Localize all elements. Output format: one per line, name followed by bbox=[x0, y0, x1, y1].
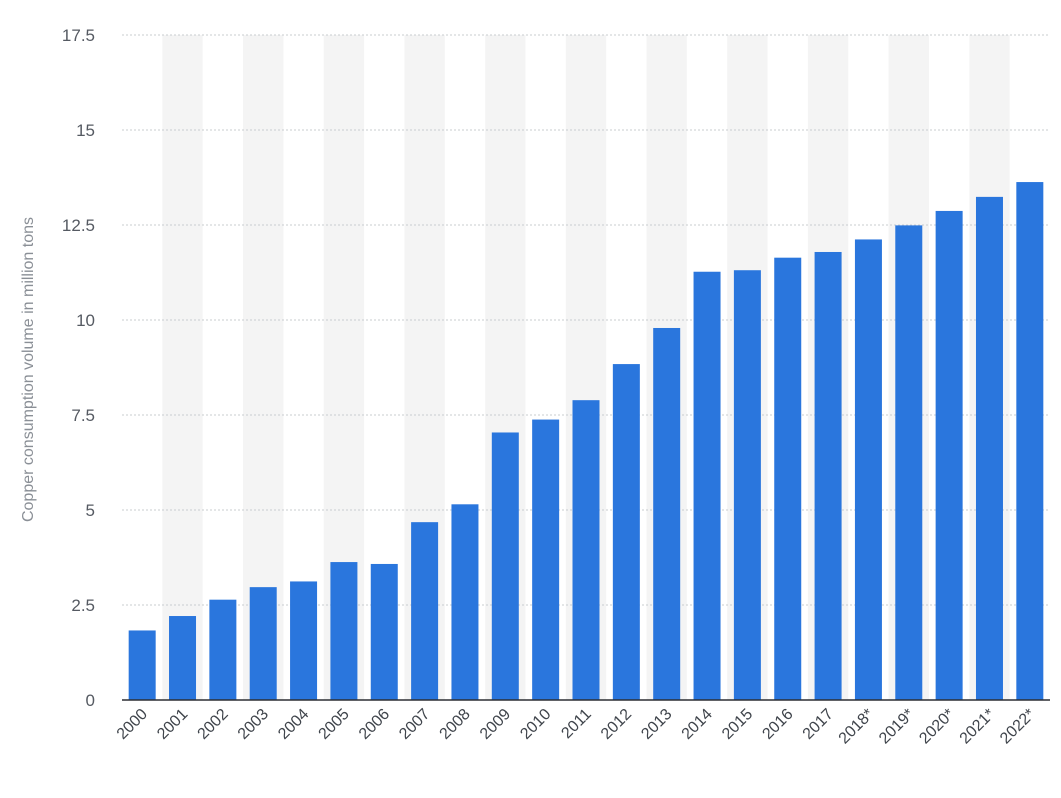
bar bbox=[854, 239, 882, 700]
bar bbox=[1016, 182, 1044, 700]
bar bbox=[612, 364, 640, 700]
bar bbox=[411, 522, 439, 700]
x-tick-label: 2008 bbox=[437, 706, 474, 743]
bar bbox=[814, 251, 842, 701]
x-tick-label: 2009 bbox=[477, 706, 514, 743]
bars bbox=[128, 182, 1044, 701]
x-tick-label: 2005 bbox=[316, 706, 353, 743]
x-tick-label: 2010 bbox=[517, 706, 554, 743]
x-tick-label: 2018* bbox=[836, 706, 878, 748]
x-tick-label: 2004 bbox=[275, 706, 312, 743]
x-tick-label: 2017 bbox=[800, 706, 837, 743]
x-tick-label: 2013 bbox=[638, 706, 675, 743]
bar bbox=[572, 400, 600, 700]
x-tick-label: 2019* bbox=[876, 706, 918, 748]
x-tick-label: 2014 bbox=[679, 706, 716, 743]
x-tick-label: 2012 bbox=[598, 706, 635, 743]
bar bbox=[169, 616, 197, 700]
x-tick-label: 2015 bbox=[719, 706, 756, 743]
x-tick-label: 2016 bbox=[759, 706, 796, 743]
x-tick-label: 2000 bbox=[114, 706, 151, 743]
x-tick-label: 2022* bbox=[997, 706, 1039, 748]
x-tick-label: 2007 bbox=[396, 706, 433, 743]
x-tick-label: 2003 bbox=[235, 706, 272, 743]
bar bbox=[128, 630, 156, 700]
y-tick-label: 7.5 bbox=[71, 406, 95, 425]
x-tick-label: 2002 bbox=[195, 706, 232, 743]
y-axis-ticks: 0 2.5 5 7.5 10 12.5 15 17.5 bbox=[62, 26, 95, 710]
bar bbox=[733, 270, 761, 700]
x-tick-label: 2021* bbox=[957, 706, 999, 748]
y-tick-label: 17.5 bbox=[62, 26, 95, 45]
x-tick-label: 2020* bbox=[916, 706, 958, 748]
bar bbox=[895, 225, 923, 700]
bar bbox=[975, 196, 1003, 700]
bar bbox=[451, 504, 479, 700]
y-tick-label: 12.5 bbox=[62, 216, 95, 235]
bar bbox=[290, 581, 318, 700]
bar bbox=[774, 257, 802, 700]
y-tick-label: 15 bbox=[76, 121, 95, 140]
y-tick-label: 2.5 bbox=[71, 596, 95, 615]
bar bbox=[491, 432, 519, 700]
bar bbox=[935, 210, 963, 700]
x-tick-label: 2006 bbox=[356, 706, 393, 743]
x-tick-label: 2011 bbox=[558, 706, 594, 742]
bar bbox=[653, 327, 681, 700]
bar bbox=[209, 599, 237, 700]
y-tick-label: 0 bbox=[86, 691, 95, 710]
x-axis-ticks: 2000 2001 2002 2003 2004 2005 2006 2007 2008 2009… bbox=[114, 706, 1039, 748]
y-axis-label: Copper consumption volume in million ton… bbox=[20, 217, 37, 522]
x-tick-label: 2001 bbox=[154, 706, 191, 743]
y-tick-label: 10 bbox=[76, 311, 95, 330]
bar bbox=[532, 419, 560, 700]
bar bbox=[693, 271, 721, 700]
bar bbox=[330, 562, 358, 700]
y-tick-label: 5 bbox=[86, 501, 95, 520]
bar bbox=[370, 563, 398, 700]
column-band bbox=[162, 35, 203, 700]
bar bbox=[249, 587, 277, 700]
